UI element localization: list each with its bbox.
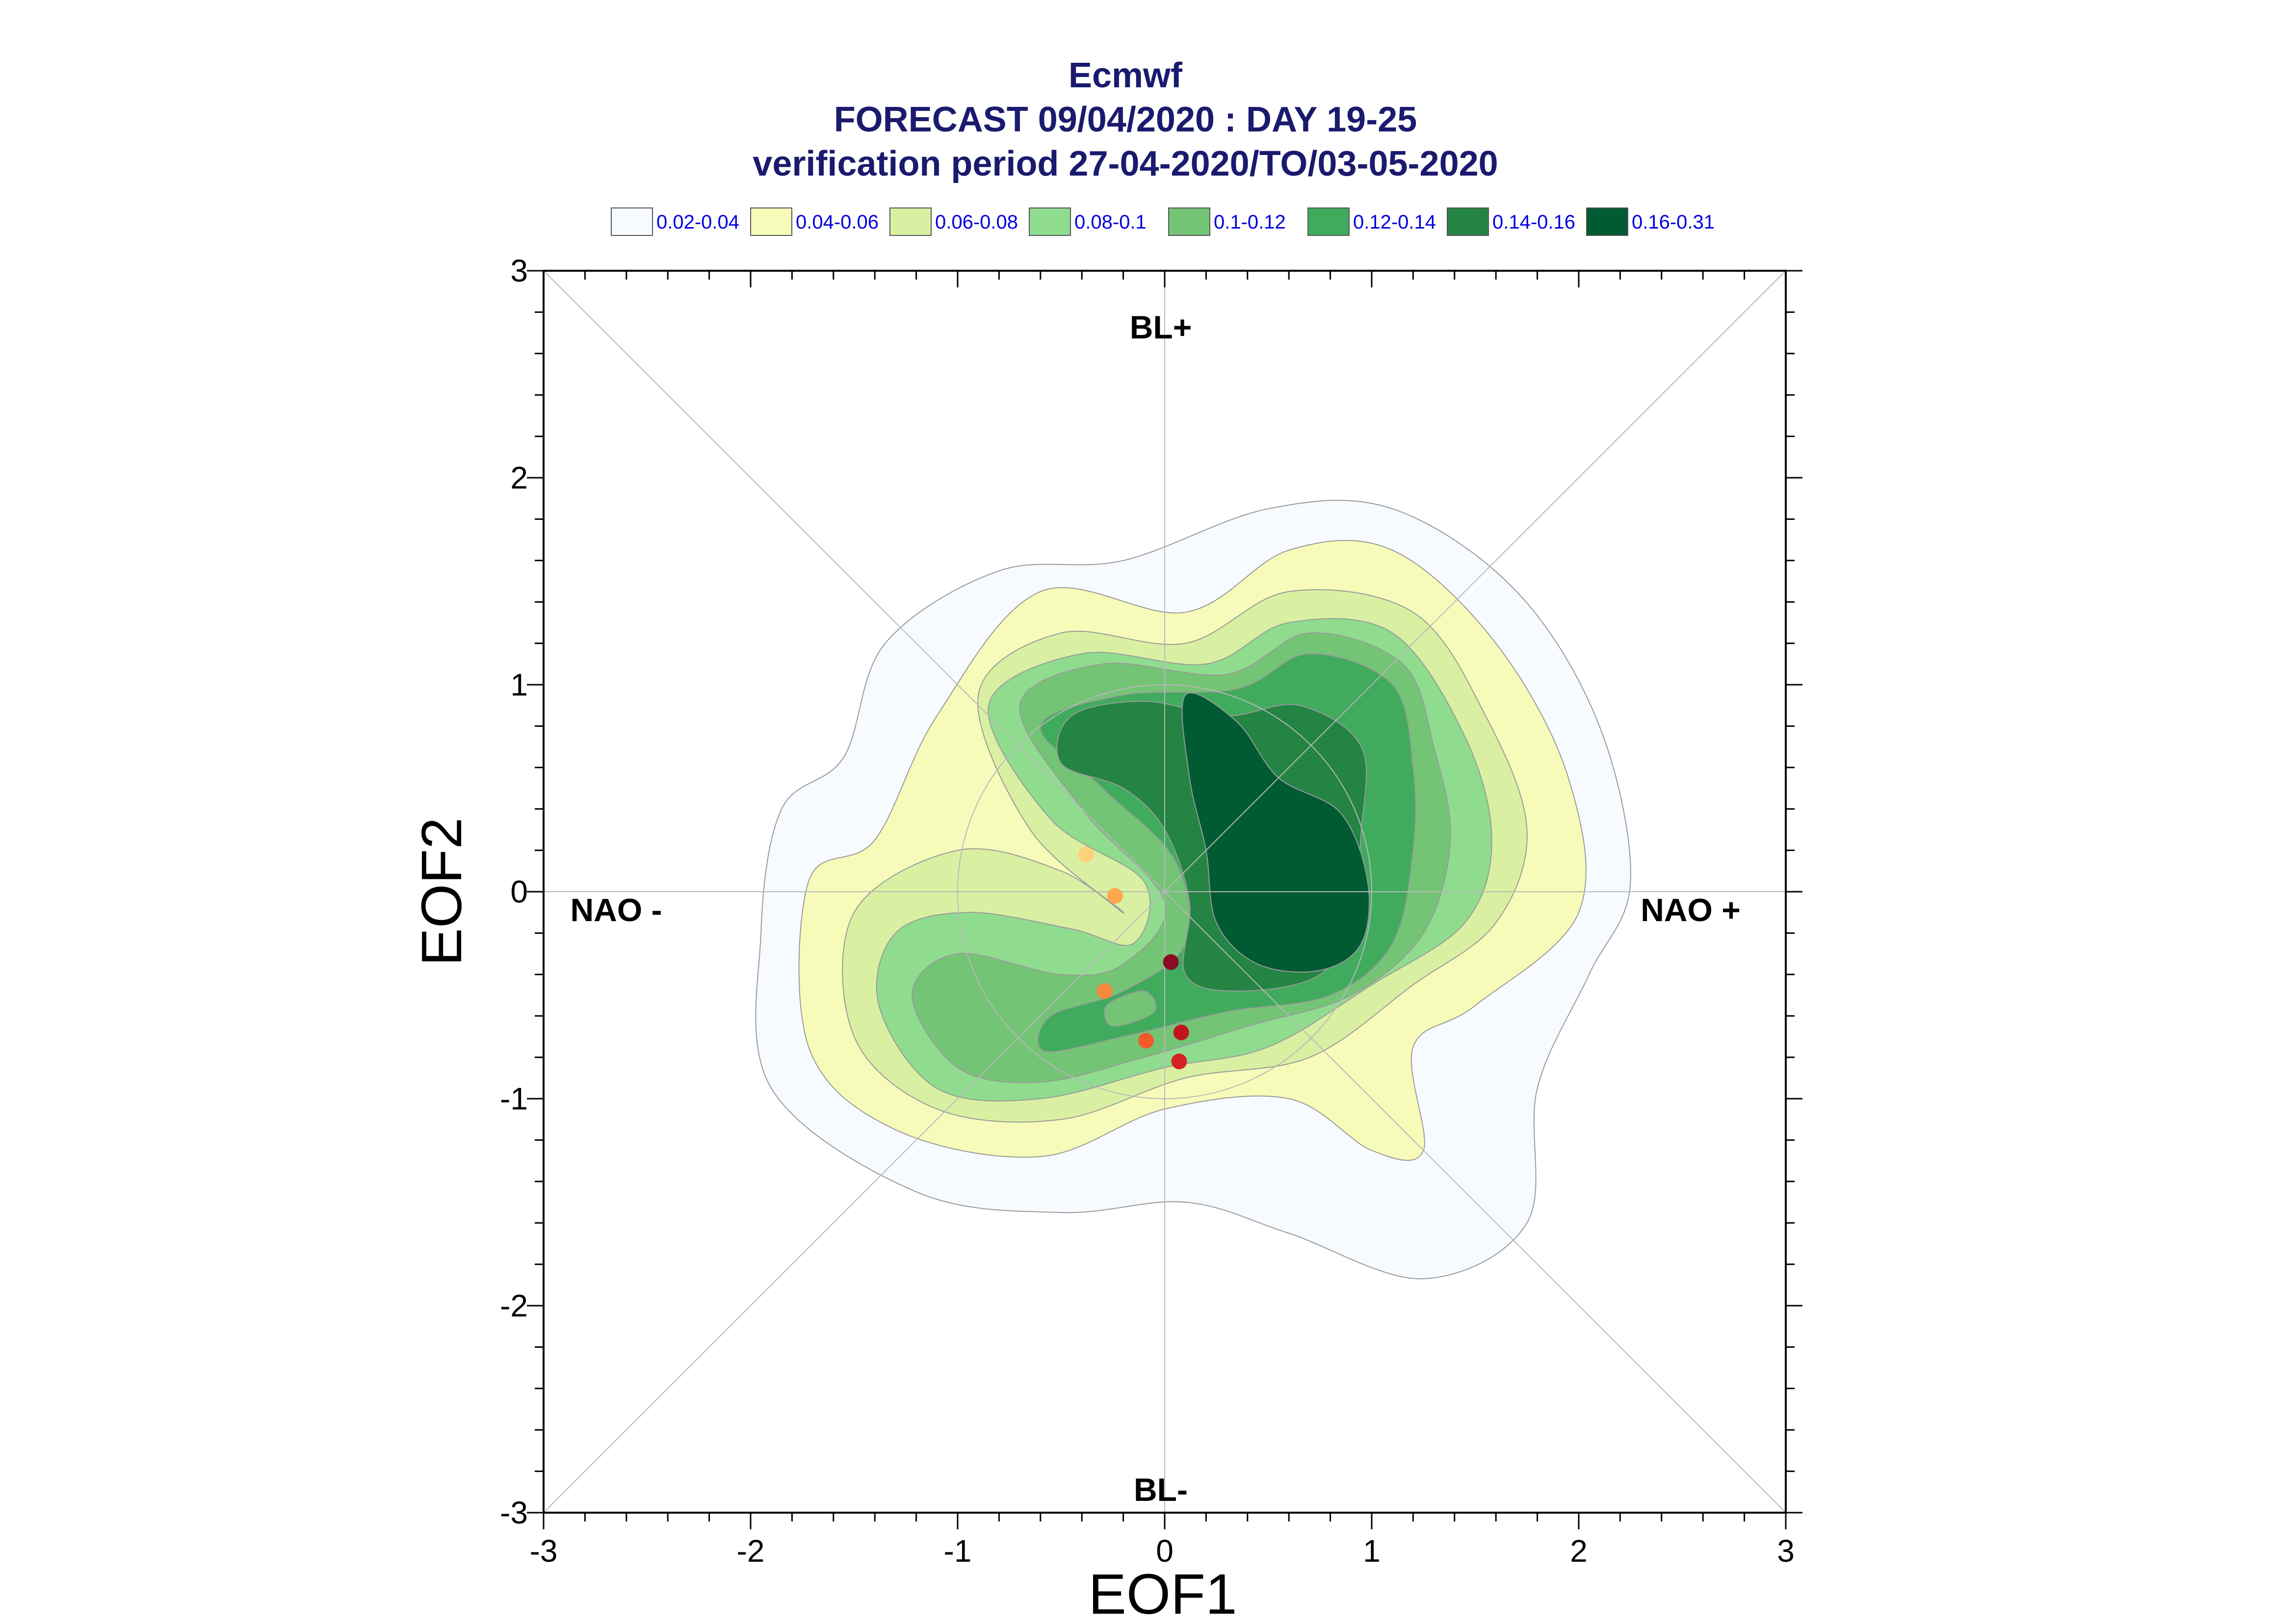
y-tick-label: 0 bbox=[510, 874, 528, 909]
x-tick-label: -2 bbox=[737, 1533, 765, 1569]
y-axis-label: EOF2 bbox=[410, 818, 473, 966]
member-point bbox=[1163, 954, 1179, 970]
x-tick-label: -1 bbox=[944, 1533, 972, 1569]
legend-label: 0.04-0.06 bbox=[796, 211, 879, 233]
legend-swatch bbox=[889, 207, 932, 236]
legend-swatch bbox=[1168, 207, 1210, 236]
legend-swatch bbox=[750, 207, 792, 236]
legend-swatch bbox=[1029, 207, 1071, 236]
density-legend: 0.02-0.04 0.04-0.06 0.06-0.08 0.08-0.1 0.1-0… bbox=[611, 207, 1715, 236]
x-tick-label: 0 bbox=[1156, 1533, 1174, 1569]
chart-title-line-2: FORECAST 09/04/2020 : DAY 19-25 bbox=[834, 100, 1417, 139]
y-tick-label: -1 bbox=[500, 1081, 528, 1116]
legend-label: 0.08-0.1 bbox=[1074, 211, 1147, 233]
member-points bbox=[1078, 847, 1189, 1070]
chart-title-line-3: verification period 27-04-2020/TO/03-05-… bbox=[753, 144, 1498, 183]
density-contours bbox=[755, 499, 1631, 1280]
density-contour bbox=[1103, 990, 1157, 1027]
legend-label: 0.16-0.31 bbox=[1632, 211, 1715, 233]
grid-lines bbox=[543, 270, 1786, 1513]
x-tick-label: -3 bbox=[530, 1533, 558, 1569]
y-tick-label: 2 bbox=[510, 460, 528, 495]
regime-label-bl-minus: BL- bbox=[1134, 1471, 1188, 1508]
regime-label-nao-minus: NAO - bbox=[571, 892, 662, 928]
axes-frame: -3 -2 -1 0 1 2 3 3 2 1 0 -1 -2 -3 bbox=[500, 253, 1802, 1569]
member-point bbox=[1138, 1032, 1154, 1049]
grid-unit-circle bbox=[957, 684, 1372, 1099]
member-point bbox=[1078, 847, 1094, 863]
member-point bbox=[1173, 1024, 1189, 1040]
regime-label-nao-plus: NAO + bbox=[1641, 892, 1741, 928]
plot-area bbox=[543, 270, 1786, 1513]
x-tick-label: 3 bbox=[1777, 1533, 1795, 1569]
legend-swatch bbox=[1307, 207, 1350, 236]
legend-label: 0.1-0.12 bbox=[1214, 211, 1286, 233]
regime-label-bl-plus: BL+ bbox=[1130, 309, 1192, 345]
legend-label: 0.12-0.14 bbox=[1353, 211, 1436, 233]
legend-swatch bbox=[1447, 207, 1489, 236]
legend-label: 0.06-0.08 bbox=[935, 211, 1018, 233]
legend-swatch bbox=[611, 207, 653, 236]
member-point bbox=[1096, 983, 1113, 999]
y-tick-label: 3 bbox=[510, 253, 528, 288]
chart-title-line-1: Ecmwf bbox=[1069, 56, 1183, 95]
legend-label: 0.02-0.04 bbox=[656, 211, 739, 233]
y-tick-label: -3 bbox=[500, 1495, 528, 1530]
x-tick-label: 1 bbox=[1363, 1533, 1381, 1569]
member-point bbox=[1107, 888, 1123, 904]
legend-swatch bbox=[1586, 207, 1628, 236]
member-point bbox=[1171, 1054, 1187, 1070]
x-axis-label: EOF1 bbox=[1089, 1562, 1237, 1624]
y-tick-label: -2 bbox=[500, 1288, 528, 1323]
y-tick-label: 1 bbox=[510, 667, 528, 702]
legend-label: 0.14-0.16 bbox=[1492, 211, 1575, 233]
x-tick-label: 2 bbox=[1570, 1533, 1588, 1569]
density-contour bbox=[1181, 692, 1370, 973]
